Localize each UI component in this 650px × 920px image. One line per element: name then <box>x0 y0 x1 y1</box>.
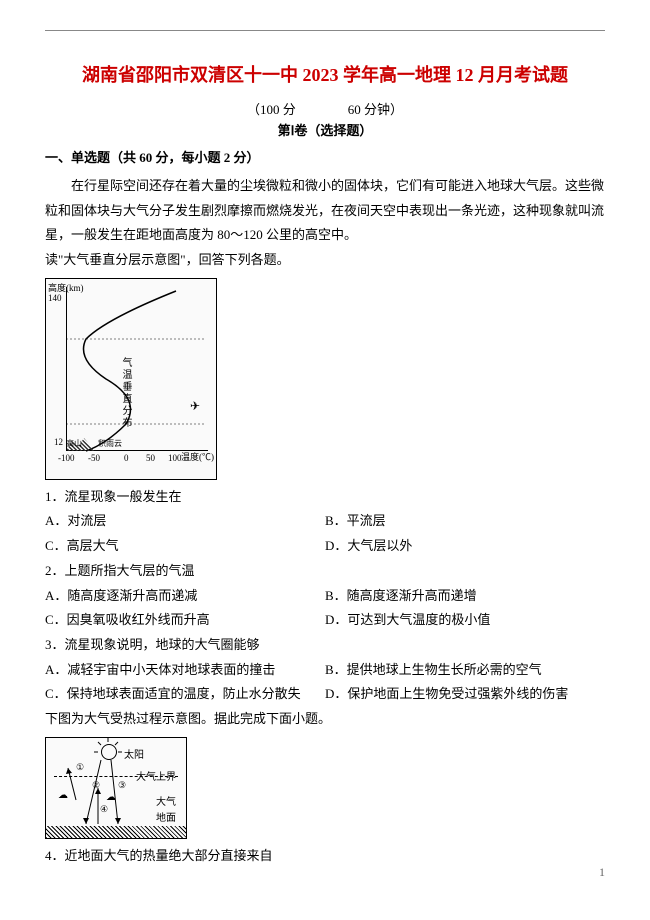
exam-title: 湖南省邵阳市双清区十一中 2023 学年高一地理 12 月月考试题 <box>45 61 605 87</box>
q3-options: A．减轻宇宙中小天体对地球表面的撞击 B．提供地球上生物生长所必需的空气 C．保… <box>45 658 605 707</box>
q2-options: A．随高度逐渐升高而递减 B．随高度逐渐升高而递增 C．因臭氧吸收红外线而升高 … <box>45 584 605 633</box>
cloud-label: 积雨云 <box>98 438 122 449</box>
atmospheric-heating-diagram: 太阳 大气上界 大气 地面 ☁ ☁ ① ② ③ ④ <box>45 737 187 839</box>
mountain-label: 高山 <box>66 438 82 449</box>
top-divider <box>45 30 605 31</box>
q3-stem: 3．流星现象说明，地球的大气圈能够 <box>45 633 605 658</box>
q2-option-d: D．可达到大气温度的极小值 <box>325 608 605 633</box>
arrow-label-2: ② <box>92 780 100 791</box>
volume-heading: 第Ⅰ卷（选择题） <box>45 120 605 139</box>
atmosphere-layer-diagram: 高度(km) 140 12 -100 -50 0 50 100 温度(℃) 气温… <box>45 278 217 480</box>
airplane-icon: ✈ <box>190 399 200 414</box>
q3-option-b: B．提供地球上生物生长所必需的空气 <box>325 658 605 683</box>
intro-paragraph-1: 在行星际空间还存在着大量的尘埃微粒和微小的固体块，它们有可能进入地球大气层。这些… <box>45 174 605 248</box>
exam-subtitle: （100 分 60 分钟） <box>45 99 605 118</box>
exam-page: 湖南省邵阳市双清区十一中 2023 学年高一地理 12 月月考试题 （100 分… <box>0 0 650 888</box>
curve-label: 气温垂直分布 <box>118 357 133 429</box>
q3-option-d: D．保护地面上生物免受过强紫外线的伤害 <box>325 682 605 707</box>
q1-stem: 1．流星现象一般发生在 <box>45 485 605 510</box>
intro-paragraph-2: 读"大气垂直分层示意图"，回答下列各题。 <box>45 248 605 273</box>
heat-arrows <box>46 738 186 838</box>
q2-option-c: C．因臭氧吸收红外线而升高 <box>45 608 325 633</box>
q4-stem: 4．近地面大气的热量绝大部分直接来自 <box>45 844 605 869</box>
q1-option-b: B．平流层 <box>325 509 605 534</box>
q1-option-c: C．高层大气 <box>45 534 325 559</box>
q1-options: A．对流层 B．平流层 C．高层大气 D．大气层以外 <box>45 509 605 558</box>
q2-option-b: B．随高度逐渐升高而递增 <box>325 584 605 609</box>
q1-option-d: D．大气层以外 <box>325 534 605 559</box>
page-number: 1 <box>599 865 605 880</box>
section-heading: 一、单选题（共 60 分，每小题 2 分） <box>45 147 605 166</box>
q2-option-a: A．随高度逐渐升高而递减 <box>45 584 325 609</box>
q2-stem: 2．上题所指大气层的气温 <box>45 559 605 584</box>
q3-option-c: C．保持地球表面适宜的温度，防止水分散失 <box>45 682 325 707</box>
q3-option-a: A．减轻宇宙中小天体对地球表面的撞击 <box>45 658 325 683</box>
intro-q4: 下图为大气受热过程示意图。据此完成下面小题。 <box>45 707 605 732</box>
q1-option-a: A．对流层 <box>45 509 325 534</box>
arrow-label-4: ④ <box>100 804 108 815</box>
arrow-label-3: ③ <box>118 780 126 791</box>
arrow-label-1: ① <box>76 762 84 773</box>
